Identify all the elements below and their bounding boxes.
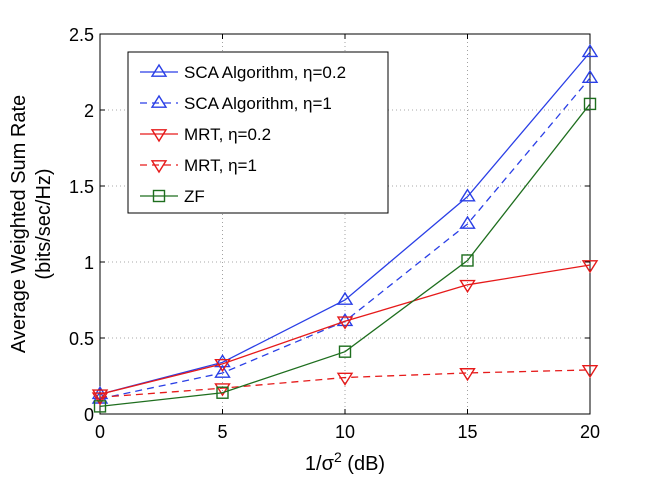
y-axis-label: Average Weighted Sum Rate: [8, 95, 30, 353]
legend-item: SCA Algorithm, η=1: [140, 94, 332, 113]
legend-label: ZF: [184, 187, 205, 206]
data-point-marker: [91, 392, 109, 406]
legend-marker: [150, 129, 168, 143]
x-axis-label: 1/σ2 (dB): [305, 449, 385, 475]
legend-marker: [150, 63, 168, 77]
series-3: [91, 260, 599, 403]
legend-item: SCA Algorithm, η=0.2: [140, 63, 346, 82]
data-point-marker: [459, 215, 476, 229]
x-tick-label: 0: [95, 422, 105, 442]
data-point-marker: [581, 43, 599, 58]
legend-label: MRT, η=1: [184, 156, 257, 175]
legend-marker: [152, 189, 166, 203]
data-point-marker: [459, 368, 476, 382]
x-tick-label: 5: [217, 422, 227, 442]
legend-item: MRT, η=0.2: [140, 125, 271, 144]
data-point-marker: [461, 254, 474, 267]
series-line: [99, 264, 591, 395]
data-point-marker: [581, 69, 599, 83]
x-tick-label: 15: [457, 422, 477, 442]
data-point-marker: [459, 279, 476, 294]
data-point-marker: [336, 291, 354, 305]
y-tick-label: 2: [84, 101, 94, 121]
data-point-marker: [336, 372, 354, 386]
data-point-marker: [214, 364, 231, 378]
legend-marker: [150, 160, 168, 174]
x-tick-label: 20: [580, 422, 600, 442]
legend-label: MRT, η=0.2: [184, 125, 271, 144]
data-point-marker: [214, 383, 231, 397]
data-point-marker: [216, 386, 229, 399]
legend-item: ZF: [140, 187, 205, 206]
legend: SCA Algorithm, η=0.2 SCA Algorithm, η=1 MR…: [127, 51, 389, 214]
data-point-marker: [91, 389, 109, 403]
axis-ticks: 0 5 10 15 20 0 0.5 1 1.5 2 2.5: [69, 25, 600, 442]
data-point-marker: [581, 260, 599, 274]
series-5: [93, 97, 597, 413]
data-point-marker: [338, 345, 352, 358]
y-tick-label: 1.5: [69, 177, 94, 197]
legend-item: MRT, η=1: [140, 156, 257, 175]
series-group: [91, 43, 599, 413]
y-tick-label: 1: [84, 253, 94, 273]
y-axis-label-units: (bits/sec/Hz): [33, 168, 55, 279]
y-tick-label: 0.5: [69, 329, 94, 349]
data-point-marker: [581, 365, 599, 379]
series-line: [99, 103, 591, 408]
y-tick-label: 2.5: [69, 25, 94, 45]
data-point-marker: [214, 358, 231, 373]
legend-label: SCA Algorithm, η=0.2: [184, 63, 346, 82]
data-point-marker: [336, 316, 354, 330]
data-point-marker: [583, 97, 597, 111]
series-line: [99, 51, 591, 395]
legend-marker: [150, 94, 168, 108]
data-point-marker: [459, 188, 476, 202]
x-tick-label: 10: [335, 422, 355, 442]
data-point-marker: [93, 400, 107, 413]
legend-label: SCA Algorithm, η=1: [184, 94, 332, 113]
y-tick-label: 0: [84, 405, 94, 425]
series-4: [91, 365, 599, 406]
series-line: [99, 369, 591, 398]
legend-box: [127, 51, 389, 214]
